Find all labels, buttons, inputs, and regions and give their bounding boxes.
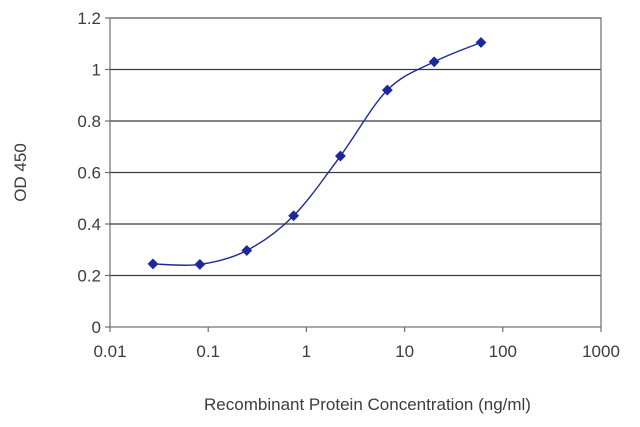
y-axis-title: OD 450: [11, 143, 30, 202]
y-axis: 0 0.2 0.4 0.6 0.8 1 1.2: [77, 9, 110, 337]
y-tick-label: 1.2: [77, 9, 101, 28]
x-tick-label: 0.1: [196, 342, 220, 361]
data-point-marker: [334, 150, 346, 162]
x-tick-label: 0.01: [93, 342, 126, 361]
data-point-marker: [241, 245, 253, 256]
x-axis-title: Recombinant Protein Concentration (ng/ml…: [204, 395, 531, 414]
series-layer: [147, 37, 487, 270]
x-tick-label: 10: [395, 342, 414, 361]
y-tick-label: 0.4: [77, 215, 101, 234]
y-tick-label: 0: [92, 318, 101, 337]
x-tick-label: 1000: [582, 342, 620, 361]
y-tick-label: 1: [92, 61, 101, 80]
data-point-marker: [475, 37, 487, 48]
data-point-marker: [381, 84, 393, 96]
y-tick-label: 0.2: [77, 267, 101, 286]
y-tick-label: 0.6: [77, 164, 101, 183]
x-tick-label: 1: [302, 342, 311, 361]
data-point-marker: [428, 56, 440, 68]
x-axis: 0.01 0.1 1 10 100 1000: [93, 327, 620, 361]
data-point-marker: [194, 259, 206, 270]
x-tick-label: 100: [489, 342, 517, 361]
data-point-marker: [147, 258, 159, 270]
series-line-0: [152, 41, 482, 267]
y-tick-label: 0.8: [77, 112, 101, 131]
data-point-marker: [288, 210, 300, 222]
